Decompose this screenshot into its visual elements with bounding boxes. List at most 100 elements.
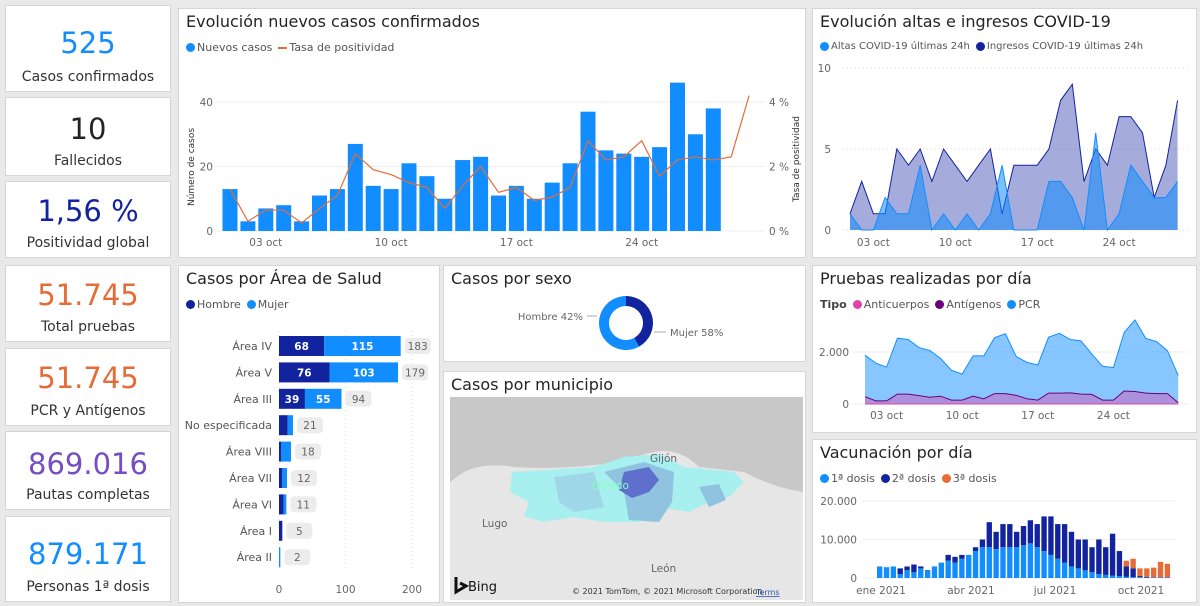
panel-title: Pruebas realizadas por día — [820, 269, 1032, 288]
y-tick-label: 20 — [200, 162, 213, 174]
bar — [508, 185, 524, 231]
map-terms-link[interactable]: Terms — [755, 588, 780, 597]
legend-item-dosis-3[interactable]: 3ª dosis — [941, 472, 997, 485]
category-label: Área II — [237, 551, 272, 564]
bar-dosis-2 — [1089, 547, 1095, 573]
total-label: 18 — [301, 447, 314, 459]
kpi-value: 1,56 % — [37, 194, 139, 228]
legend-item-altas[interactable]: Altas COVID-19 últimas 24h — [820, 41, 970, 52]
legend-item-ingresos[interactable]: Ingresos COVID-19 últimas 24h — [975, 41, 1143, 52]
bar-dosis-3 — [1144, 568, 1150, 577]
panel-pruebas[interactable]: Pruebas realizadas por día Tipo Anticuer… — [812, 265, 1197, 433]
kpi-label: PCR y Antígenos — [30, 403, 146, 419]
bar-dosis-1 — [897, 574, 903, 578]
panel-municipio-map[interactable]: Casos por municipio Gijón Oviedo Lugo Le… — [443, 371, 806, 603]
slice-label-mujer: Mujer 58% — [670, 328, 723, 339]
bar-dosis-2 — [918, 566, 924, 569]
bar-dosis-1 — [966, 554, 972, 578]
bar — [258, 208, 274, 231]
circle-icon — [1007, 300, 1017, 309]
x-tick-label: 03 oct — [857, 237, 890, 249]
bar-dosis-2 — [1137, 576, 1143, 578]
y2-tick-label: 0 % — [769, 226, 789, 238]
total-label: 11 — [297, 499, 310, 511]
legend-item-dosis-1[interactable]: 1ª dosis — [820, 472, 875, 485]
kpi-value: 879.171 — [28, 537, 148, 571]
bar-dosis-3 — [1157, 561, 1164, 578]
nuevos-casos-chart: 0 0 % 20 2 % 40 4 % 03 oct 10 oct 17 oct 24 oct Nú… — [187, 82, 802, 249]
legend-item-anticuerpos[interactable]: Anticuerpos — [852, 298, 930, 311]
panel-title: Casos por municipio — [451, 375, 614, 394]
category-label: Área I — [240, 525, 272, 538]
category-label: Área VIII — [226, 446, 272, 459]
bar-dosis-2 — [945, 554, 951, 561]
bar-dosis-1 — [1116, 576, 1123, 578]
donut-slice — [599, 296, 640, 350]
bar-dosis-1 — [1061, 562, 1068, 578]
circle-icon — [246, 300, 256, 309]
x-tick-label: 17 oct — [1021, 237, 1054, 249]
bar-dosis-2 — [1055, 524, 1061, 559]
panel-altas-ingresos[interactable]: Evolución altas e ingresos COVID-19 Alta… — [812, 8, 1197, 258]
legend-label: Antígenos — [946, 298, 1002, 311]
bar-dosis-2 — [904, 566, 910, 571]
x-tick-label: 10 oct — [939, 237, 972, 249]
line-pcr — [864, 319, 1179, 376]
legend-item-mujer[interactable]: Mujer — [246, 298, 289, 311]
map-label-lugo: Lugo — [482, 518, 507, 530]
donut-slice — [626, 296, 653, 347]
vacunacion-chart: 0 10.000 20.000 ene 2021 abr 2021 jul 2021 oct… — [820, 496, 1175, 597]
area-pcr — [865, 320, 1179, 404]
bar-dosis-2 — [1144, 576, 1150, 578]
y-tick-label: 10 — [818, 63, 831, 75]
bar — [687, 134, 703, 231]
bar-dosis-2 — [1020, 526, 1027, 546]
kpi-positividad-global[interactable]: 1,56 % Positividad global — [5, 181, 171, 258]
legend-item-pcr[interactable]: PCR — [1007, 298, 1040, 311]
panel-vacunacion[interactable]: Vacunación por día 1ª dosis 2ª dosis 3ª … — [812, 439, 1197, 603]
panel-nuevos-casos[interactable]: Evolución nuevos casos confirmados Nuevo… — [178, 8, 806, 258]
total-label-bg — [290, 470, 317, 486]
kpi-personas-primera-dosis[interactable]: 879.171 Personas 1ª dosis — [5, 516, 171, 602]
panel-area-salud[interactable]: Casos por Área de Salud Hombre Mujer 0 10… — [178, 265, 440, 603]
kpi-label: Total pruebas — [40, 319, 136, 335]
kpi-pautas-completas[interactable]: 869.016 Pautas completas — [5, 431, 171, 510]
bar-dosis-1 — [979, 547, 986, 578]
bar-dosis-1 — [952, 562, 958, 578]
legend-item-antigenos[interactable]: Antígenos — [935, 298, 1001, 311]
bar — [347, 143, 363, 231]
legend-label: Anticuerpos — [863, 298, 930, 311]
circle-icon — [820, 42, 829, 51]
legend-item-hombre[interactable]: Hombre — [186, 298, 241, 311]
kpi-casos-confirmados[interactable]: 525 Casos confirmados — [5, 5, 171, 92]
bar-dosis-2 — [1034, 524, 1040, 548]
map-label-leon: León — [651, 563, 676, 575]
map[interactable]: Gijón Oviedo Lugo León Bing © 2021 TomTo… — [444, 372, 807, 604]
bar — [562, 163, 578, 231]
bar-mujer — [279, 547, 281, 568]
legend-label: Nuevos casos — [197, 41, 273, 54]
bar-dosis-3 — [1151, 567, 1157, 578]
x-tick-label: 200 — [402, 584, 422, 596]
kpi-value: 51.745 — [37, 278, 139, 312]
x-tick-label: ene 2021 — [856, 585, 906, 597]
category-label: Área III — [233, 393, 272, 406]
data-label-mujer: 103 — [353, 367, 375, 379]
kpi-pcr-antigenos[interactable]: 51.745 PCR y Antígenos — [5, 348, 171, 426]
legend-item-tasa[interactable]: Tasa de positividad — [278, 41, 394, 54]
kpi-fallecidos[interactable]: 10 Fallecidos — [5, 97, 171, 176]
bar — [276, 205, 292, 231]
legend-item-dosis-2[interactable]: 2ª dosis — [880, 472, 936, 485]
map-region — [554, 472, 604, 512]
kpi-total-pruebas[interactable]: 51.745 Total pruebas — [5, 265, 171, 342]
bar — [437, 198, 453, 231]
bar-dosis-1 — [890, 566, 897, 578]
legend-item-nuevos-casos[interactable]: Nuevos casos — [186, 41, 272, 54]
x-tick-label: 17 oct — [500, 237, 533, 249]
bar-dosis-1 — [945, 560, 951, 578]
bar-dosis-2 — [924, 570, 931, 572]
bar — [329, 189, 345, 231]
y2-axis-title: Tasa de positividad — [792, 116, 802, 203]
panel-casos-sexo[interactable]: Casos por sexo Hombre 42% Mujer 58% — [443, 265, 806, 362]
